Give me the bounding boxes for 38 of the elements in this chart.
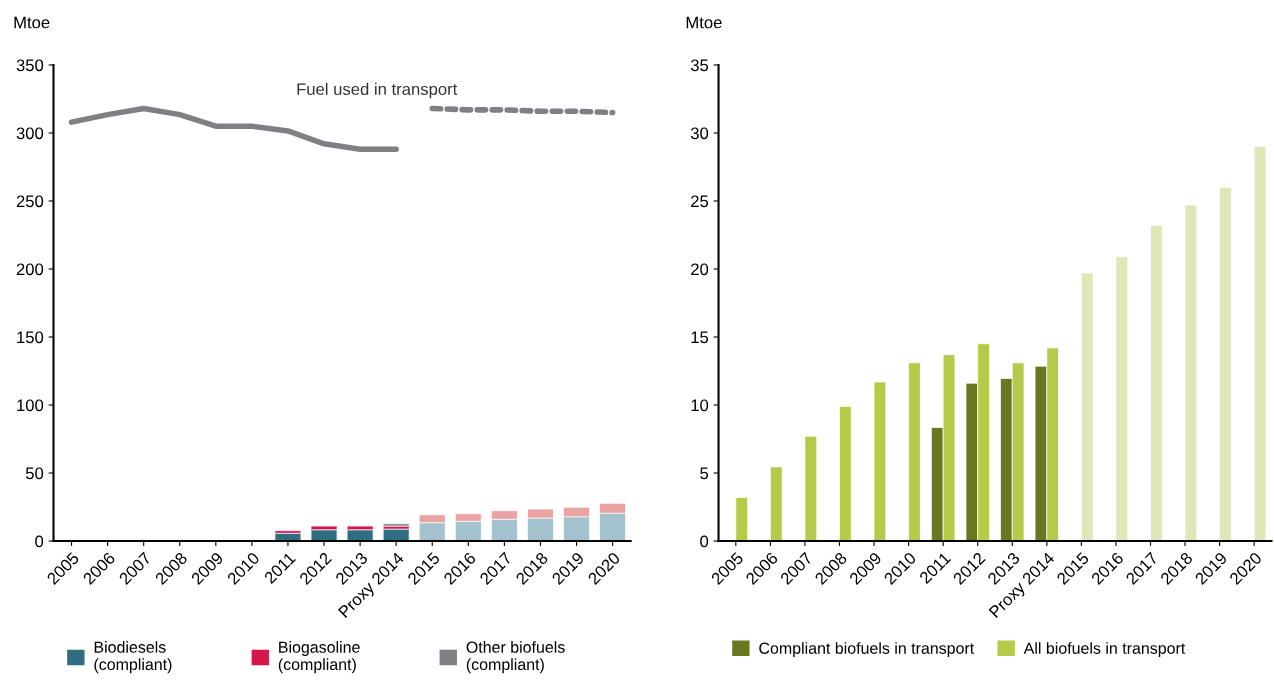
y-tick-label: 250: [16, 195, 44, 208]
legend-label: Compliant biofuels in transport: [759, 642, 975, 658]
bar: [908, 362, 921, 542]
y-tick-label: 350: [16, 59, 44, 72]
bar: [346, 529, 374, 542]
y-tick-label: 50: [25, 467, 44, 480]
bar: [1219, 187, 1232, 542]
y-axis-title: Mtoe: [14, 16, 50, 29]
y-axis-title: Mtoe: [686, 16, 722, 29]
bar: [770, 466, 783, 542]
y-tick-label: 35: [690, 59, 709, 72]
bar: [1253, 146, 1267, 542]
y-tick-label: 0: [35, 535, 44, 548]
bar: [1150, 225, 1163, 542]
y-tick-label: 200: [16, 263, 44, 276]
bar: [310, 529, 338, 542]
y-tick-label: 5: [700, 467, 709, 480]
y-tick-label: 100: [17, 399, 44, 412]
y-tick-label: 30: [690, 127, 709, 140]
bar: [735, 497, 748, 542]
y-tick-label: 300: [16, 127, 44, 140]
bar: [804, 435, 818, 542]
bar: [1184, 204, 1198, 542]
bar: [1081, 272, 1094, 542]
bar: [839, 406, 852, 542]
y-tick-label: 150: [17, 331, 44, 344]
bar: [873, 381, 887, 542]
y-tick-label: 25: [691, 195, 709, 208]
annotation: Fuel used in transport: [297, 82, 458, 99]
y-tick-label: 10: [691, 399, 709, 412]
y-tick-label: 20: [691, 263, 709, 276]
legend-label: Biodiesels (compliant): [94, 641, 172, 674]
y-tick-label: 15: [691, 331, 709, 344]
legend-label: Biogasoline (compliant): [278, 641, 360, 674]
y-tick-label: 0: [700, 535, 709, 548]
legend-label: All biofuels in transport: [1023, 642, 1186, 658]
legend-label: Other biofuels (compliant): [466, 641, 565, 674]
bar: [1115, 256, 1129, 542]
